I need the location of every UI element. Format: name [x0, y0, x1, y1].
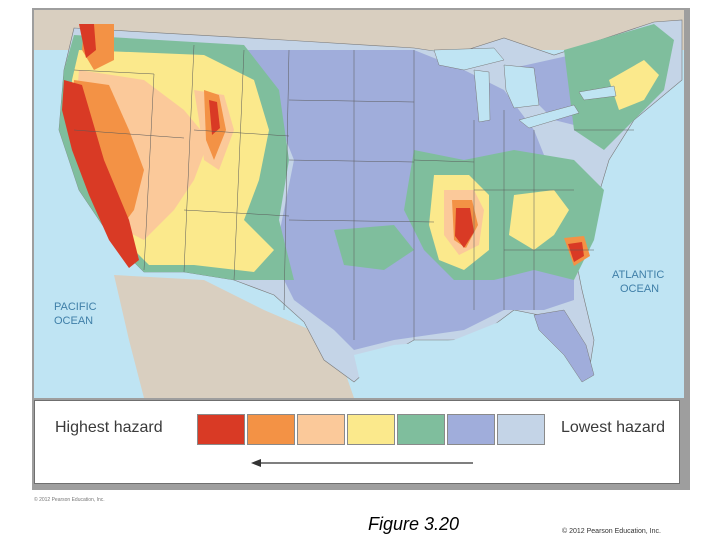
wasatch-highest — [209, 100, 220, 135]
figure-title: Figure 3.20 — [368, 514, 460, 534]
lake-erie — [518, 104, 580, 129]
lowest-hazard-label: Lowest hazard — [560, 419, 665, 436]
legend-swatch — [497, 414, 545, 445]
legend-swatch — [447, 414, 495, 445]
small-copyright: © 2012 Pearson Education, Inc. — [34, 497, 105, 503]
mexico-land — [114, 275, 354, 398]
pacific-label-line1: PACIFIC — [54, 301, 97, 313]
legend-swatch — [397, 414, 445, 445]
legend-swatch — [297, 414, 345, 445]
lake-superior — [433, 47, 505, 71]
legend-swatch — [347, 414, 395, 445]
atlantic-label-line1: ATLANTIC — [612, 269, 664, 281]
charleston-highest — [568, 242, 584, 262]
appalachian-moderate — [509, 190, 569, 250]
arrow-left-icon — [251, 459, 473, 467]
copyright-notice: © 2012 Pearson Education, Inc. — [562, 528, 661, 535]
legend-swatch — [197, 414, 245, 445]
lake-ontario — [578, 85, 617, 101]
washington-highest — [79, 24, 96, 58]
hazard-map-svg: PACIFIC OCEAN ATLANTIC OCEAN — [34, 10, 684, 398]
new-madrid-highest — [455, 208, 474, 248]
lake-huron — [503, 64, 540, 109]
state-boundaries — [73, 44, 634, 340]
legend-swatch — [247, 414, 295, 445]
hazard-map: PACIFIC OCEAN ATLANTIC OCEAN — [34, 10, 684, 398]
california-highest — [62, 80, 139, 268]
florida — [533, 309, 595, 383]
highest-hazard-label: Highest hazard — [55, 419, 163, 436]
northeast-moderate — [609, 60, 659, 110]
atlantic-label-line2: OCEAN — [620, 283, 659, 295]
hazard-legend: Highest hazard Lowest hazard — [34, 400, 680, 484]
lake-michigan — [473, 69, 491, 123]
legend-swatches — [197, 414, 547, 445]
gulf-of-mexico — [354, 320, 584, 398]
pacific-label-line2: OCEAN — [54, 315, 93, 327]
